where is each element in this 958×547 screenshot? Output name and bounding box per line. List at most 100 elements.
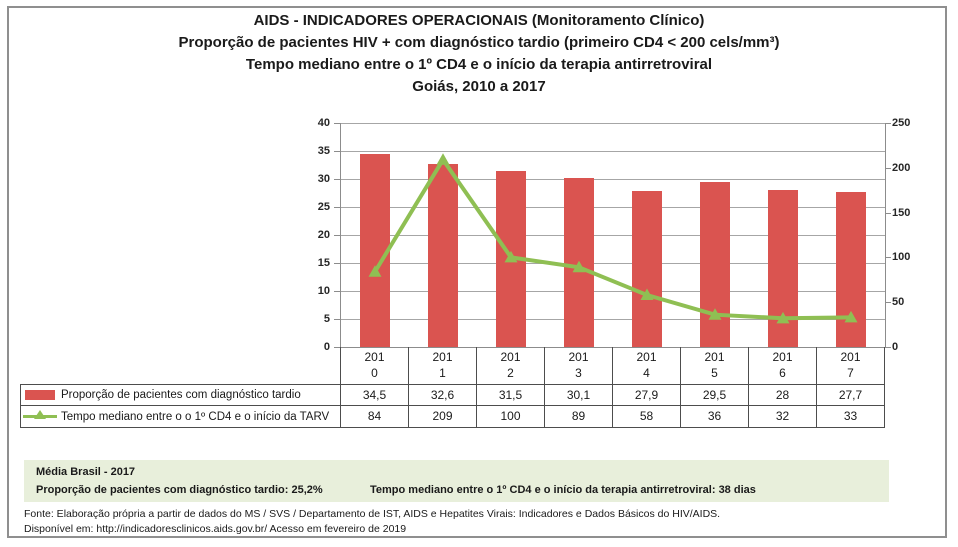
legend-label-bar-series: Proporção de pacientes com diagnóstico t…	[61, 389, 301, 401]
value-cell-2012: 100	[477, 406, 545, 428]
left-axis-tick-label: 30	[317, 173, 330, 185]
right-axis-tick-label: 0	[892, 341, 899, 353]
line-marker-2013	[572, 260, 586, 273]
gridline	[341, 207, 885, 208]
right-axis-tick-label: 150	[892, 206, 911, 219]
category-label-line2: 1	[439, 366, 446, 380]
right-axis-tick-label: 200	[892, 161, 911, 174]
right-axis-tick	[885, 123, 891, 124]
category-label-2012: 201 2	[477, 347, 545, 384]
media-brasil-box: Média Brasil - 2017 Proporção de pacient…	[24, 460, 889, 502]
value-cell-2015: 29,5	[681, 384, 749, 406]
value-cell-2015: 36	[681, 406, 749, 428]
right-axis-tick	[885, 167, 891, 169]
gridline	[341, 151, 885, 152]
left-axis-tick-label: 5	[323, 313, 330, 325]
category-label-2014: 201 4	[613, 347, 681, 384]
line-marker-2011	[436, 153, 450, 165]
category-label-line2: 4	[643, 366, 650, 380]
gridline	[341, 263, 885, 264]
category-label-line1: 201	[364, 350, 385, 364]
chart-plot-area	[340, 123, 886, 348]
left-axis-tick-label: 25	[317, 201, 330, 213]
left-axis-tick	[334, 123, 340, 124]
category-label-line1: 201	[704, 350, 725, 364]
category-label-2015: 201 5	[681, 347, 749, 384]
value-cell-2017: 33	[817, 406, 885, 428]
chart-title-line-2: Proporção de pacientes HIV + com diagnós…	[178, 34, 780, 51]
left-axis-tick-label: 20	[317, 229, 330, 241]
line-marker-2010	[368, 265, 382, 277]
source-note-line-1: Fonte: Elaboração própria a partir de da…	[24, 508, 721, 520]
gridline	[341, 179, 885, 180]
line-series-swatch	[23, 410, 57, 419]
right-axis-tick-label: 50	[892, 296, 905, 309]
value-cell-2016: 28	[749, 384, 817, 406]
category-label-line2: 7	[847, 366, 854, 380]
left-axis-tick	[334, 151, 340, 152]
media-brasil-title: Média Brasil - 2017	[36, 466, 136, 478]
right-axis-tick-label: 250	[892, 117, 911, 129]
category-label-2016: 201 6	[749, 347, 817, 384]
category-label-line2: 6	[779, 366, 786, 380]
value-cell-2011: 209	[409, 406, 477, 428]
value-cell-2011: 32,6	[409, 384, 477, 406]
category-label-line2: 5	[711, 366, 718, 380]
gridline	[341, 319, 885, 320]
media-brasil-left-stat: Proporção de pacientes com diagnóstico t…	[36, 484, 323, 496]
value-cell-2010: 34,5	[341, 384, 409, 406]
category-label-line1: 201	[840, 350, 861, 364]
x-axis-category-row: 201 0 201 1 201 2 201 3 201 4 201 5 201 6 201 7	[340, 347, 885, 384]
right-axis-tick	[885, 347, 891, 348]
left-axis-tick-label: 15	[317, 257, 330, 269]
category-label-line2: 0	[371, 366, 378, 380]
chart-title-line-1: AIDS - INDICADORES OPERACIONAIS (Monitor…	[253, 12, 705, 29]
left-axis-tick-label: 40	[317, 117, 330, 129]
category-label-2011: 201 1	[409, 347, 477, 384]
category-label-line1: 201	[568, 350, 589, 364]
category-label-line1: 201	[772, 350, 793, 364]
chart-title-line-3: Tempo mediano entre o 1º CD4 e o início …	[245, 56, 713, 73]
category-label-line1: 201	[500, 350, 521, 364]
value-cell-2016: 32	[749, 406, 817, 428]
category-label-2017: 201 7	[817, 347, 885, 384]
legend-cell-bar-series: Proporção de pacientes com diagnóstico t…	[21, 384, 341, 406]
table-row-diagnostico-tardio: Proporção de pacientes com diagnóstico t…	[20, 384, 885, 406]
left-axis-tick	[334, 235, 340, 236]
right-axis-tick-label: 100	[892, 251, 911, 264]
left-axis-tick-label: 0	[323, 341, 330, 353]
left-axis-tick	[334, 207, 340, 208]
media-brasil-right-stat: Tempo mediano entre o 1º CD4 e o início …	[370, 484, 756, 496]
left-axis-tick	[334, 319, 340, 320]
source-note-line-2: Disponível em: http://indicadoresclinico…	[24, 523, 407, 535]
left-axis-tick	[334, 179, 340, 180]
value-cell-2017: 27,7	[817, 384, 885, 406]
line-marker-2014	[640, 288, 654, 301]
right-axis-tick	[885, 212, 891, 214]
legend-label-line-series: Tempo mediano entre o o 1º CD4 e o iníci…	[61, 410, 330, 423]
line-series-svg	[368, 153, 858, 324]
value-cell-2013: 89	[545, 406, 613, 428]
left-axis-tick-label: 35	[317, 145, 330, 157]
value-cell-2014: 58	[613, 406, 681, 428]
left-axis-tick-label: 10	[317, 285, 330, 297]
gridline	[341, 235, 885, 236]
chart-title-line-4: Goiás, 2010 a 2017	[412, 78, 546, 95]
left-axis-tick	[334, 347, 340, 348]
bar-series-swatch	[25, 390, 55, 400]
category-label-2013: 201 3	[545, 347, 613, 384]
right-axis-tick	[885, 302, 891, 304]
value-cell-2010: 84	[341, 406, 409, 428]
left-axis-tick	[334, 263, 340, 264]
category-label-2010: 201 0	[341, 347, 409, 384]
bar-2014	[632, 190, 662, 347]
bar-2011	[428, 164, 458, 347]
category-label-line1: 201	[432, 350, 453, 364]
category-label-line1: 201	[636, 350, 657, 364]
line-marker-2017	[844, 310, 858, 323]
bar-2010	[360, 153, 390, 347]
chart-title-block: AIDS - INDICADORES OPERACIONAIS (Monitor…	[0, 10, 958, 98]
left-axis-tick	[334, 291, 340, 292]
line-series-path	[373, 156, 852, 321]
gridline	[341, 291, 885, 292]
